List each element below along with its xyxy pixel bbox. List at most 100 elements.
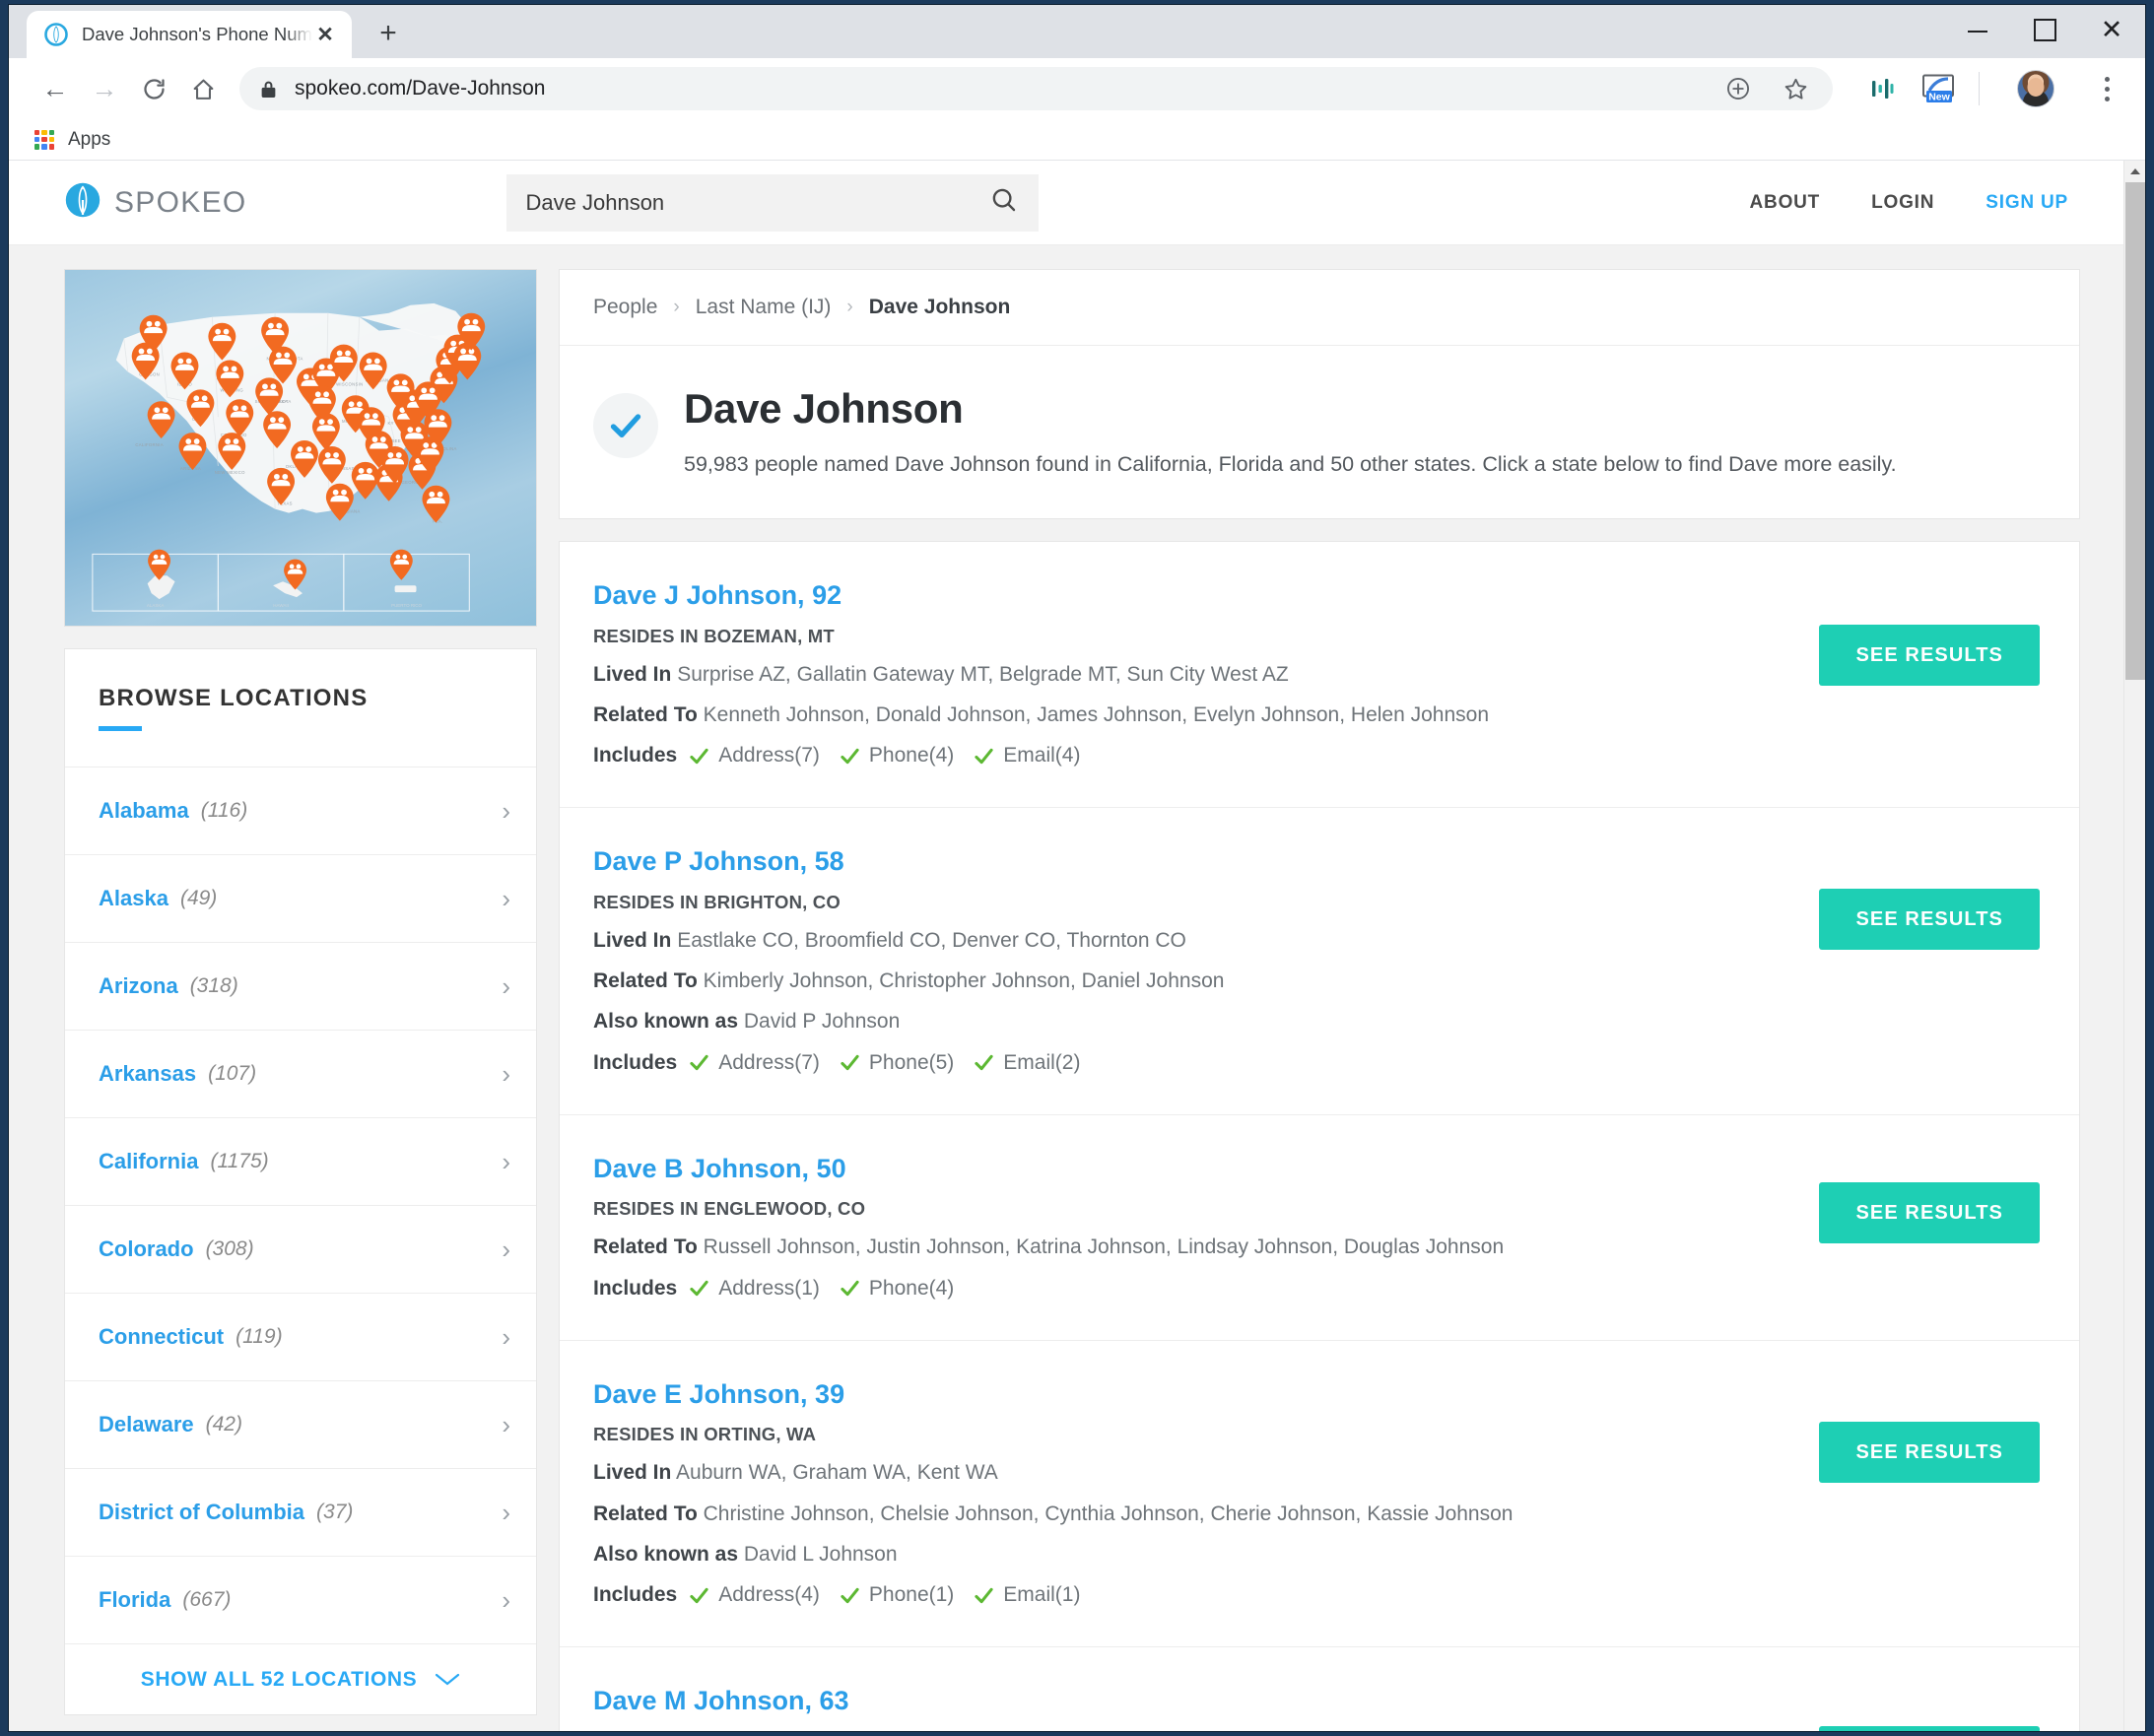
chevron-right-icon: › xyxy=(502,971,510,1001)
show-all-locations-button[interactable]: SHOW ALL 52 LOCATIONS xyxy=(65,1643,536,1714)
apps-bookmark-label[interactable]: Apps xyxy=(68,128,111,150)
svg-text:FLA.: FLA. xyxy=(433,519,442,524)
chevron-right-icon: › xyxy=(502,884,510,913)
window-controls: ✕ xyxy=(1944,5,2145,54)
location-name: District of Columbia xyxy=(99,1500,305,1524)
location-name: Arkansas xyxy=(99,1061,197,1086)
new-tab-button[interactable]: + xyxy=(379,17,397,49)
location-count: (308) xyxy=(205,1237,254,1260)
kebab-menu-icon[interactable] xyxy=(2090,76,2123,101)
location-item-delaware[interactable]: Delaware (42) › xyxy=(65,1380,536,1468)
svg-text:ARIZONA: ARIZONA xyxy=(180,466,201,471)
includes-value: Phone(1) xyxy=(868,1583,955,1607)
result-lived-in: Lived In Auburn WA, Graham WA, Kent WA xyxy=(593,1460,1791,1486)
location-item-arizona[interactable]: Arizona (318) › xyxy=(65,942,536,1030)
green-check-icon xyxy=(840,1279,860,1298)
spokeo-logo[interactable]: SPOKEO xyxy=(64,181,247,225)
tab-close-icon[interactable]: ✕ xyxy=(316,23,334,46)
breadcrumb-last-name[interactable]: Last Name (IJ) xyxy=(695,296,832,318)
svg-text:GEORGIA: GEORGIA xyxy=(402,480,424,485)
spokeo-favicon-icon xyxy=(44,23,68,46)
result-related-to: Related To Kenneth Johnson, Donald Johns… xyxy=(593,702,1791,728)
svg-text:HAWAII: HAWAII xyxy=(273,603,289,608)
result-includes: Includes Address(7) xyxy=(593,744,1791,768)
green-check-icon xyxy=(689,1279,709,1298)
nav-about[interactable]: ABOUT xyxy=(1749,191,1821,213)
aka-label: Also known as xyxy=(593,1542,739,1566)
scrollbar-thumb[interactable] xyxy=(2125,182,2145,680)
result-row: Dave P Johnson, 58 RESIDES IN BRIGHTON, … xyxy=(560,808,2079,1115)
browser-tab[interactable]: Dave Johnson's Phone Number, E ✕ xyxy=(27,11,352,58)
minimize-button[interactable] xyxy=(1944,5,2011,54)
window-close-button[interactable]: ✕ xyxy=(2100,14,2123,44)
star-icon[interactable] xyxy=(1780,73,1811,104)
location-item-colorado[interactable]: Colorado (308) › xyxy=(65,1205,536,1293)
reload-icon[interactable] xyxy=(129,64,178,113)
location-item-arkansas[interactable]: Arkansas (107) › xyxy=(65,1030,536,1117)
breadcrumb-current: Dave Johnson xyxy=(868,296,1011,318)
location-item-florida[interactable]: Florida (667) › xyxy=(65,1556,536,1643)
includes-label: Includes xyxy=(593,744,678,768)
new-badge-extension-icon[interactable]: New xyxy=(1919,73,1957,104)
maximize-button[interactable] xyxy=(2011,5,2078,54)
includes-item: Address(7) xyxy=(689,1051,820,1075)
see-results-button[interactable]: SEE RESULTS xyxy=(1819,889,2040,951)
address-bar[interactable]: spokeo.com/Dave-Johnson xyxy=(239,67,1833,110)
see-results-button[interactable]: SEE RESULTS xyxy=(1819,625,2040,687)
location-count: (318) xyxy=(189,974,238,997)
see-results-button[interactable]: SEE RESULTS xyxy=(1819,1421,2040,1483)
result-resides: RESIDES IN BRIGHTON, CO xyxy=(593,891,841,912)
includes-value: Phone(4) xyxy=(868,1276,955,1300)
home-icon[interactable] xyxy=(178,64,228,113)
location-item-california[interactable]: California (1175) › xyxy=(65,1117,536,1205)
result-name[interactable]: Dave E Johnson, 39 xyxy=(593,1378,845,1409)
see-results-button[interactable]: SEE RESULTS xyxy=(1819,1181,2040,1243)
show-all-label: SHOW ALL 52 LOCATIONS xyxy=(140,1667,418,1691)
location-item-alaska[interactable]: Alaska (49) › xyxy=(65,854,536,942)
location-item-connecticut[interactable]: Connecticut (119) › xyxy=(65,1293,536,1380)
nav-login[interactable]: LOGIN xyxy=(1871,191,1935,213)
forward-arrow-icon[interactable]: → xyxy=(91,73,118,103)
aka-label: Also known as xyxy=(593,1010,739,1034)
breadcrumb: People › Last Name (IJ) › Dave Johnson xyxy=(560,296,2079,345)
search-input[interactable] xyxy=(525,189,989,216)
site-nav: ABOUT LOGIN SIGN UP xyxy=(1750,192,2078,214)
breadcrumb-people[interactable]: People xyxy=(593,296,658,318)
add-circle-icon[interactable] xyxy=(1722,73,1754,104)
us-map-image[interactable]: OREGONIDAHO MONTANANORTH DAKOTA WYOMINGS… xyxy=(64,269,537,627)
scroll-up-arrow-icon[interactable] xyxy=(2124,161,2145,182)
search-icon[interactable] xyxy=(989,185,1019,221)
browse-locations-panel: BROWSE LOCATIONS Alabama (116) › Alaska xyxy=(64,648,537,1715)
avatar[interactable] xyxy=(2017,70,2054,107)
back-arrow-icon[interactable]: ← xyxy=(41,73,69,103)
location-item-district-of-columbia[interactable]: District of Columbia (37) › xyxy=(65,1468,536,1556)
page-body: OREGONIDAHO MONTANANORTH DAKOTA WYOMINGS… xyxy=(9,245,2123,1731)
page-scrollbar[interactable] xyxy=(2123,161,2145,1731)
location-name: California xyxy=(99,1149,199,1173)
location-name: Alabama xyxy=(99,798,189,823)
page-viewport: SPOKEO ABOUT LOGIN SIGN UP xyxy=(9,161,2145,1731)
location-item-alabama[interactable]: Alabama (116) › xyxy=(65,767,536,854)
breadcrumb-separator-icon: › xyxy=(673,297,680,317)
nav-signup[interactable]: SIGN UP xyxy=(1986,191,2068,213)
see-results-button[interactable]: SEE RESULTS xyxy=(1819,1726,2040,1731)
site-search-box[interactable] xyxy=(505,173,1039,232)
location-count: (116) xyxy=(200,799,248,822)
includes-item: Address(1) xyxy=(689,1277,820,1301)
spokeo-logo-icon xyxy=(64,181,101,225)
hero-subtitle: 59,983 people named Dave Johnson found i… xyxy=(684,452,1897,477)
result-name[interactable]: Dave P Johnson, 58 xyxy=(593,846,844,877)
site-header: SPOKEO ABOUT LOGIN SIGN UP xyxy=(9,161,2123,245)
tab-strip: Dave Johnson's Phone Number, E ✕ + ✕ xyxy=(9,5,2145,58)
result-includes: Includes Address(4) xyxy=(593,1583,1791,1607)
svg-text:PUERTO RICO: PUERTO RICO xyxy=(391,603,422,608)
lived-in-label: Lived In xyxy=(593,1461,672,1485)
result-name[interactable]: Dave M Johnson, 63 xyxy=(593,1686,849,1716)
related-to-label: Related To xyxy=(593,1235,698,1259)
result-name[interactable]: Dave J Johnson, 92 xyxy=(593,580,842,611)
apps-grid-icon[interactable] xyxy=(34,129,54,150)
bars-extension-icon[interactable] xyxy=(1866,73,1898,104)
svg-text:ALASKA: ALASKA xyxy=(147,603,164,608)
result-name[interactable]: Dave B Johnson, 50 xyxy=(593,1153,846,1183)
aka-value: David P Johnson xyxy=(743,1010,901,1034)
